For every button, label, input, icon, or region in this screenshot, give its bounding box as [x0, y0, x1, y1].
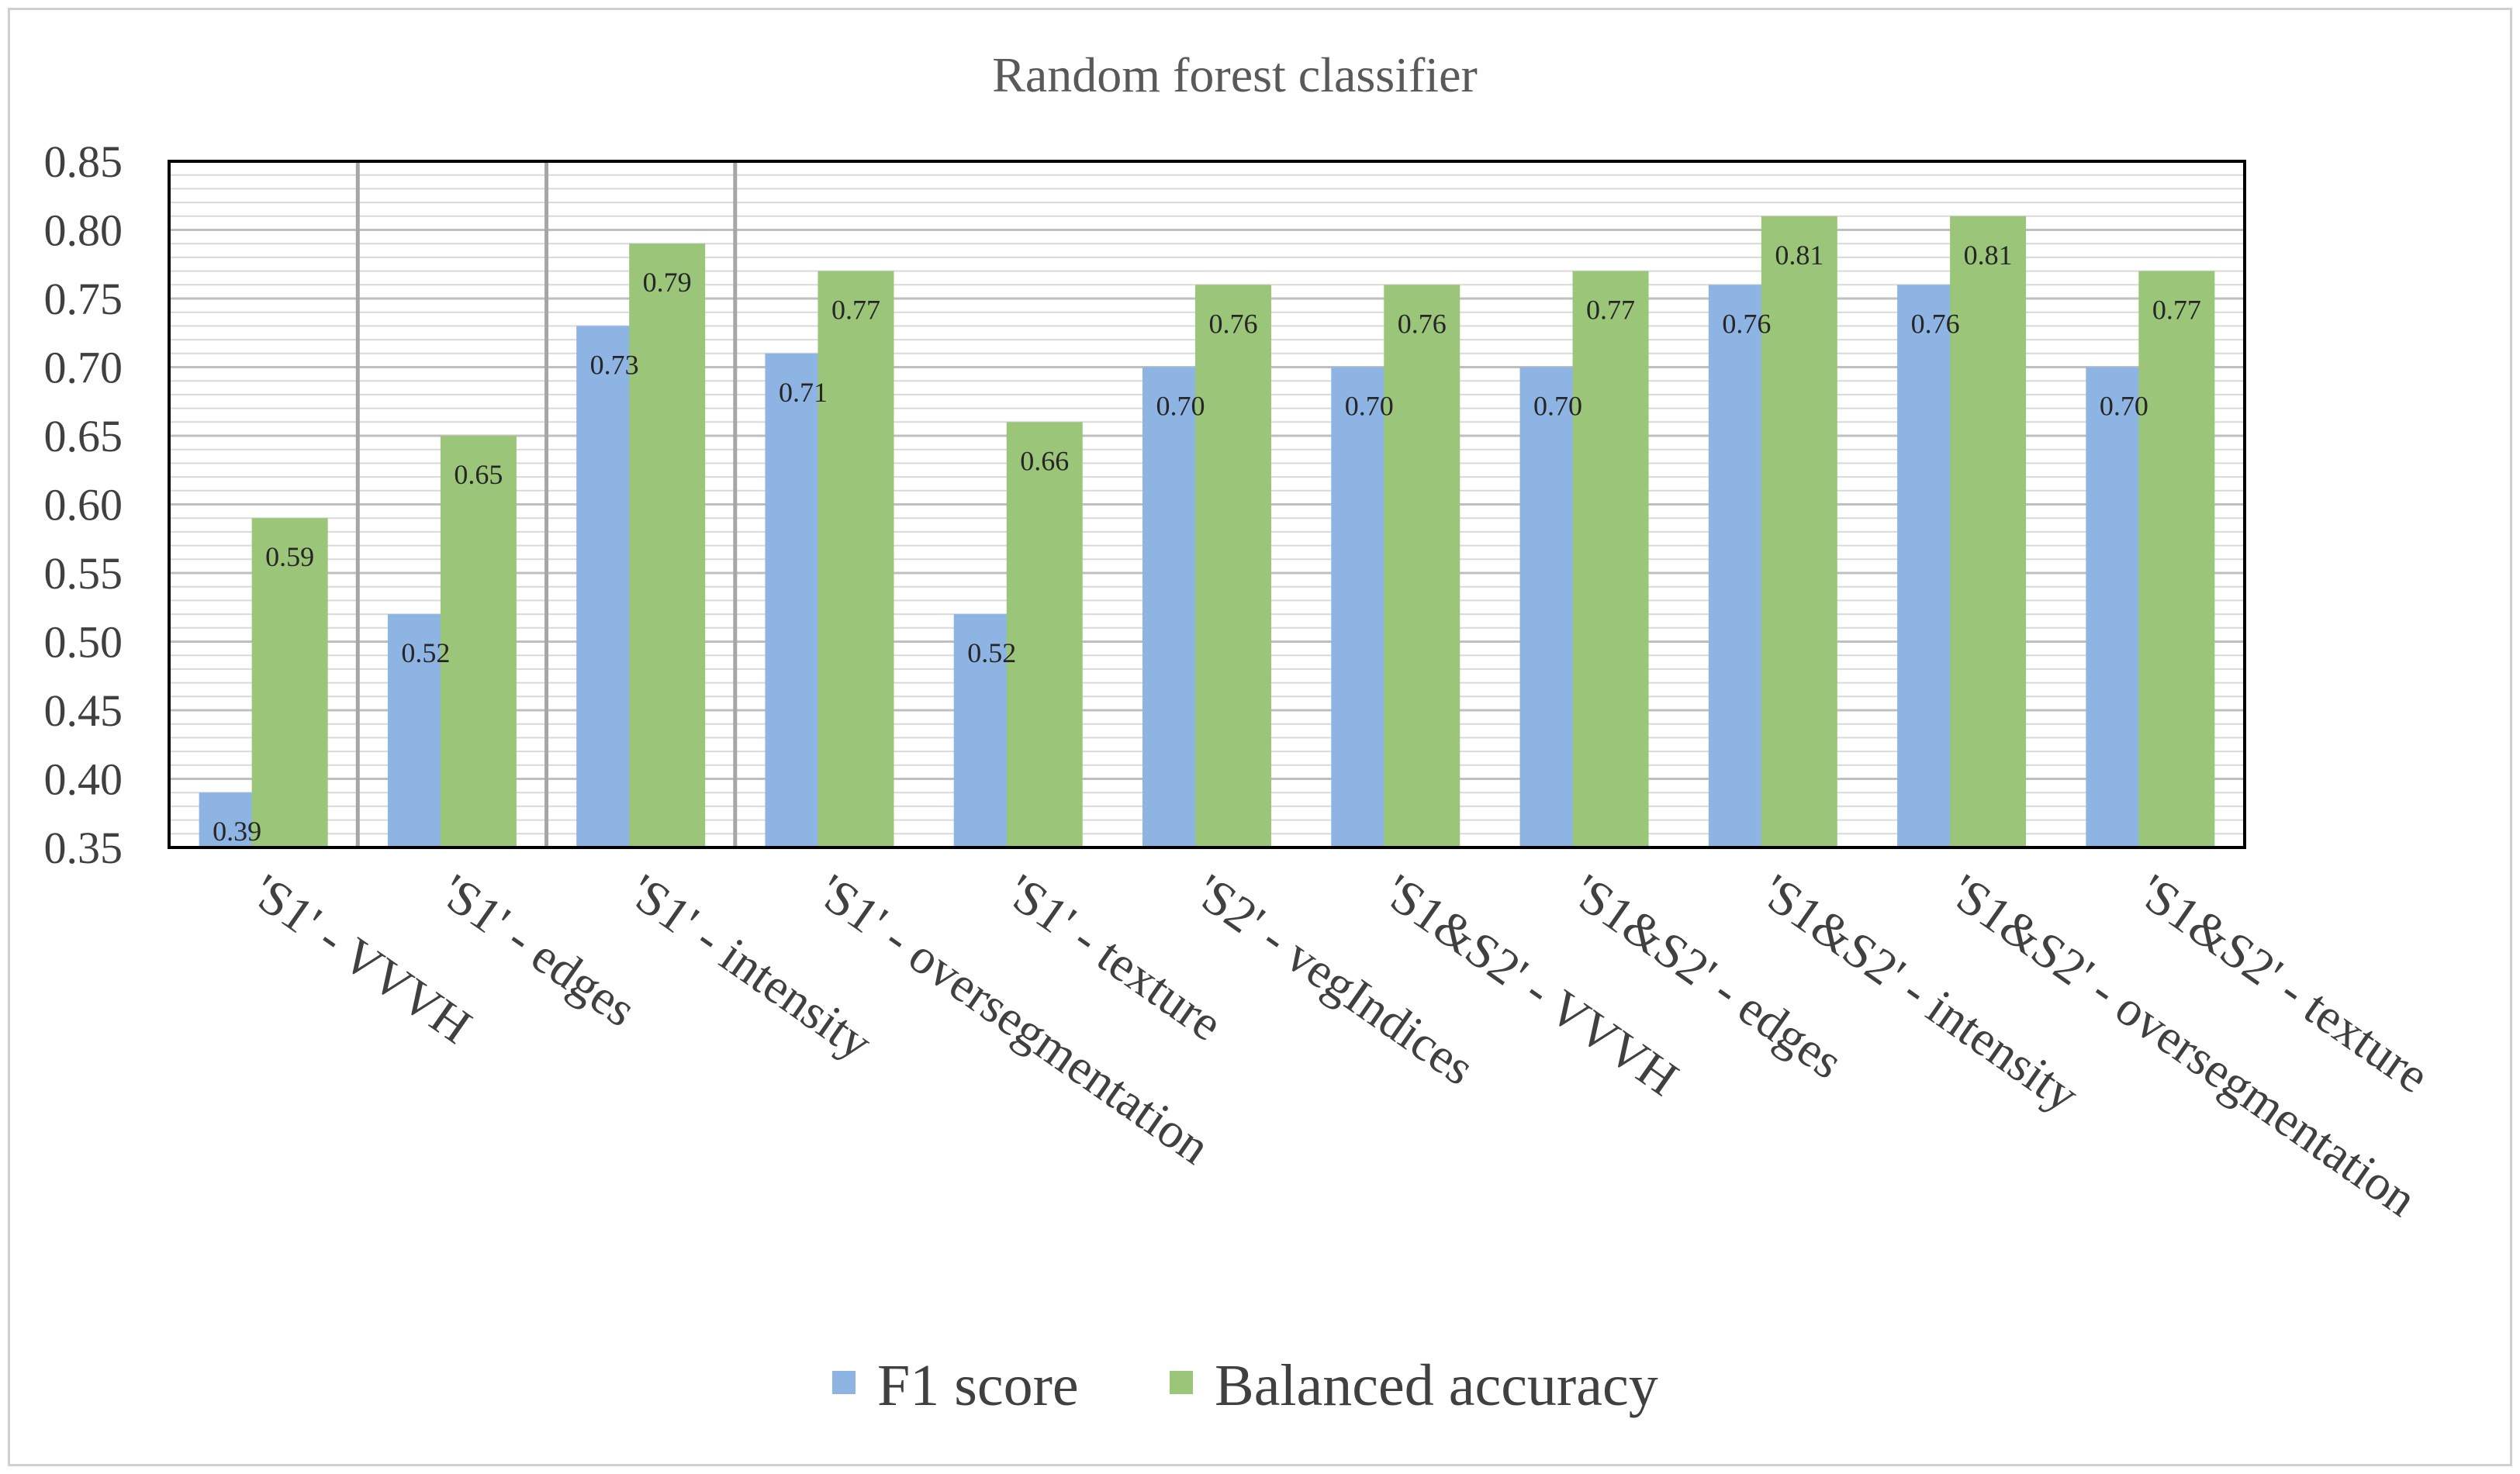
data-label-f1-score: 0.76 [1911, 308, 1960, 339]
data-label-f1-score: 0.52 [967, 637, 1016, 668]
y-tick-label: 0.80 [44, 205, 123, 256]
plot-area-border [168, 160, 2246, 849]
data-label-f1-score: 0.76 [1722, 308, 1771, 339]
data-label-f1-score: 0.70 [1156, 391, 1205, 422]
data-label-f1-score: 0.70 [2100, 391, 2148, 422]
bar-balanced-accuracy [1006, 422, 1083, 847]
y-tick-label: 0.55 [44, 548, 123, 599]
x-tick-label: 'S1&S2' - intensity [1751, 863, 2089, 1122]
bar-balanced-accuracy [818, 271, 894, 848]
y-tick-label: 0.60 [44, 480, 123, 530]
y-tick-label: 0.40 [44, 754, 123, 805]
data-label-f1-score: 0.71 [779, 377, 828, 408]
data-label-balanced-accuracy: 0.77 [2152, 295, 2201, 326]
bar-balanced-accuracy [1761, 216, 1837, 847]
y-tick-label: 0.70 [44, 343, 123, 393]
legend-swatch-balanced-accuracy [1170, 1371, 1193, 1394]
data-label-f1-score: 0.70 [1533, 391, 1582, 422]
bar-balanced-accuracy [1384, 285, 1460, 847]
bar-balanced-accuracy [2138, 271, 2215, 848]
bar-balanced-accuracy [1572, 271, 1649, 848]
chart-title: Random forest classifier [992, 47, 1478, 102]
y-tick-label: 0.65 [44, 411, 123, 461]
bar-balanced-accuracy [1950, 216, 2027, 847]
y-axis: 0.35 0.40 0.45 0.50 0.55 0.60 0.65 0.70 0.75 0.80… [44, 136, 123, 873]
data-label-balanced-accuracy: 0.79 [643, 267, 692, 298]
data-label-f1-score: 0.52 [401, 637, 450, 668]
legend-label-balanced-accuracy: Balanced accuracy [1215, 1353, 1658, 1418]
y-tick-label: 0.45 [44, 685, 123, 736]
y-tick-label: 0.75 [44, 274, 123, 324]
bars: 0.39 0.59 0.52 0.65 0.73 0.79 0.71 0.77 0.52 0.66… [199, 216, 2215, 848]
bar-balanced-accuracy [251, 518, 328, 847]
data-label-balanced-accuracy: 0.77 [831, 295, 880, 326]
data-label-balanced-accuracy: 0.59 [265, 541, 314, 572]
y-tick-label: 0.85 [44, 136, 123, 187]
y-tick-label: 0.35 [44, 823, 123, 873]
legend: F1 score Balanced accuracy [832, 1353, 1658, 1418]
bar-balanced-accuracy [440, 436, 517, 847]
data-label-balanced-accuracy: 0.81 [1775, 240, 1823, 271]
data-label-f1-score: 0.39 [213, 816, 261, 847]
data-label-balanced-accuracy: 0.81 [1964, 240, 2013, 271]
y-tick-label: 0.50 [44, 617, 123, 668]
bar-balanced-accuracy [1195, 285, 1271, 847]
x-axis: 'S1' - VVVH'S1' - edges'S1' - intensity'… [242, 863, 2439, 1227]
data-label-balanced-accuracy: 0.66 [1020, 445, 1069, 476]
legend-label-f1-score: F1 score [877, 1353, 1079, 1418]
legend-swatch-f1-score [832, 1371, 856, 1394]
data-label-balanced-accuracy: 0.76 [1209, 308, 1258, 339]
data-label-balanced-accuracy: 0.65 [454, 459, 503, 490]
data-label-f1-score: 0.70 [1345, 391, 1394, 422]
data-label-balanced-accuracy: 0.77 [1586, 295, 1635, 326]
data-label-balanced-accuracy: 0.76 [1398, 308, 1447, 339]
data-label-f1-score: 0.73 [590, 349, 639, 380]
bar-balanced-accuracy [629, 243, 706, 847]
